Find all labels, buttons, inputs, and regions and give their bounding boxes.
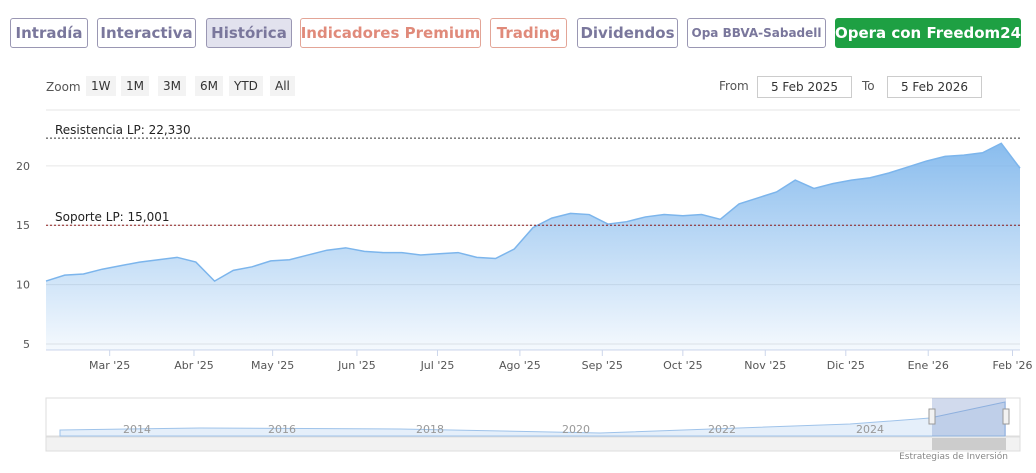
x-tick-label: Nov '25 <box>744 359 786 372</box>
tab[interactable]: Intradía <box>10 18 88 48</box>
x-tick-label: Jun '25 <box>337 359 376 372</box>
tab[interactable]: Histórica <box>206 18 292 48</box>
navigator-label: 2018 <box>416 423 444 436</box>
y-tick-label: 5 <box>23 338 30 351</box>
navigator-series <box>59 401 1006 437</box>
tab[interactable]: Indicadores Premium <box>300 18 481 48</box>
tab[interactable]: Trading <box>490 18 567 48</box>
credit: Estrategias de Inversión <box>899 451 1008 462</box>
zoom-label: Zoom <box>46 80 81 94</box>
navigator <box>45 397 1021 437</box>
tab[interactable]: Interactiva <box>97 18 196 48</box>
y-tick-label: 20 <box>16 160 30 173</box>
navigator-handle[interactable] <box>1002 408 1010 425</box>
x-tick-label: Jul '25 <box>420 359 455 372</box>
zoom-button[interactable]: All <box>270 76 295 96</box>
x-tick-label: Oct '25 <box>663 359 703 372</box>
annotation-label: Resistencia LP: 22,330 <box>55 123 191 137</box>
from-label: From <box>719 79 749 93</box>
area <box>46 143 1020 350</box>
zoom-button[interactable]: 1M <box>121 76 149 96</box>
navigator-mask <box>932 398 1006 436</box>
x-tick-label: Sep '25 <box>582 359 623 372</box>
navigator-handle[interactable] <box>928 408 936 425</box>
from-input[interactable]: 5 Feb 2025 <box>757 76 852 98</box>
to-input[interactable]: 5 Feb 2026 <box>887 76 982 98</box>
x-tick-label: Abr '25 <box>174 359 214 372</box>
x-tick-label: Ene '26 <box>908 359 949 372</box>
scrollbar-thumb[interactable] <box>932 438 1006 450</box>
zoom-button[interactable]: 6M <box>195 76 223 96</box>
zoom-button[interactable]: YTD <box>229 76 263 96</box>
navigator-label: 2016 <box>268 423 296 436</box>
x-tick-label: Dic '25 <box>827 359 865 372</box>
navigator-label: 2014 <box>123 423 151 436</box>
line <box>45 142 1021 283</box>
zoom-button[interactable]: 3M <box>158 76 186 96</box>
navigator-label: 2020 <box>562 423 590 436</box>
x-tick-label: Ago '25 <box>499 359 541 372</box>
cta-button[interactable]: Opera con Freedom24 <box>835 18 1021 48</box>
tab[interactable]: Opa BBVA-Sabadell <box>687 18 826 48</box>
x-tick-label: Feb '26 <box>993 359 1033 372</box>
scrollbar[interactable] <box>45 436 1021 452</box>
x-tick-label: May '25 <box>251 359 294 372</box>
zoom-button[interactable]: 1W <box>86 76 116 96</box>
x-tick-label: Mar '25 <box>89 359 130 372</box>
navigator-label: 2024 <box>856 423 884 436</box>
y-tick-label: 15 <box>16 219 30 232</box>
to-label: To <box>862 79 875 93</box>
tab[interactable]: Dividendos <box>577 18 678 48</box>
navigator-label: 2022 <box>708 423 736 436</box>
annotation-label: Soporte LP: 15,001 <box>55 210 170 224</box>
y-tick-label: 10 <box>16 279 30 292</box>
